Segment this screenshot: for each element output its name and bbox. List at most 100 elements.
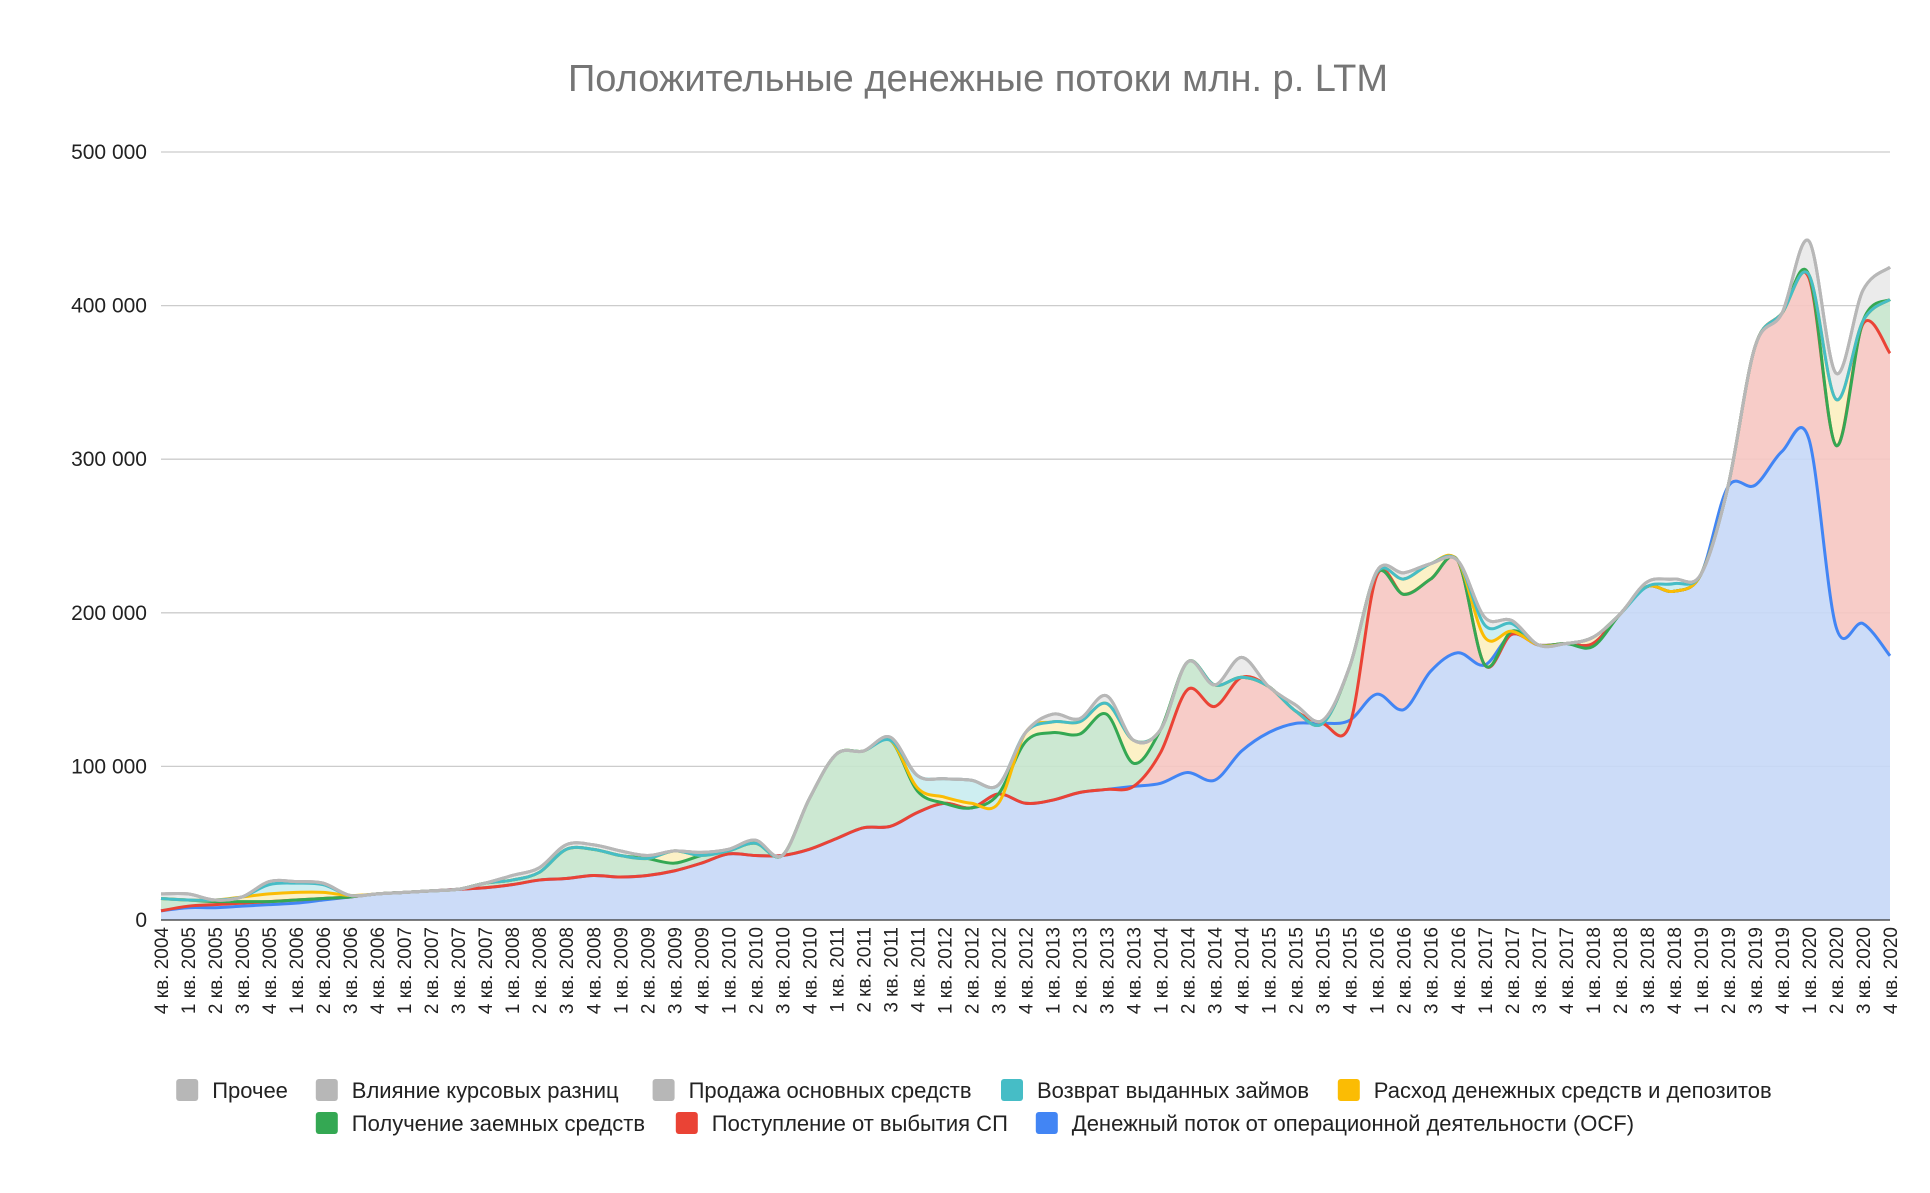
x-tick-label-24: 4 кв. 2010 (800, 927, 821, 1014)
x-tick-label-0: 4 кв. 2004 (152, 927, 173, 1015)
x-tick-label-35: 3 кв. 2013 (1098, 927, 1119, 1014)
x-tick-label-51: 3 кв. 2017 (1530, 927, 1551, 1014)
x-tick-label-60: 4 кв. 2019 (1773, 927, 1794, 1014)
legend-swatch (1035, 1112, 1058, 1134)
x-tick-label-46: 2 кв. 2016 (1395, 927, 1416, 1014)
legend-label: Прочее (212, 1078, 288, 1103)
legend-item-получение-заемных-средств: Получение заемных средств (315, 1111, 645, 1136)
x-tick-label-27: 3 кв. 2011 (881, 927, 902, 1013)
y-tick-label-4: 400 000 (71, 295, 147, 318)
stacked-areas (161, 240, 1890, 920)
x-tick-label-56: 4 кв. 2018 (1665, 927, 1686, 1014)
legend-swatch (652, 1079, 675, 1101)
legend-label: Возврат выданных займов (1037, 1078, 1309, 1103)
legend-item-продажа-основных-средств: Продажа основных средств (652, 1078, 972, 1103)
x-tick-label-19: 3 кв. 2009 (665, 927, 686, 1014)
x-tick-label-36: 4 кв. 2013 (1125, 927, 1146, 1014)
legend-label: Продажа основных средств (689, 1078, 972, 1103)
legend-label: Влияние курсовых разниц (352, 1078, 619, 1103)
x-tick-label-23: 3 кв. 2010 (773, 927, 794, 1014)
legend-label: Поступление от выбытия СП (712, 1111, 1008, 1136)
x-tick-label-31: 3 кв. 2012 (989, 927, 1010, 1014)
x-tick-label-9: 1 кв. 2007 (395, 927, 416, 1014)
x-tick-label-2: 2 кв. 2005 (206, 927, 227, 1014)
x-tick-label-49: 1 кв. 2017 (1476, 927, 1497, 1014)
x-tick-label-55: 3 кв. 2018 (1638, 927, 1659, 1014)
legend-swatch (315, 1112, 338, 1134)
y-tick-label-0: 0 (135, 909, 147, 932)
legend-item-поступление-от-выбытия-сп: Поступление от выбытия СП (675, 1111, 1008, 1136)
x-tick-label-6: 2 кв. 2006 (314, 927, 335, 1014)
x-tick-label-10: 2 кв. 2007 (422, 927, 443, 1014)
x-tick-label-22: 2 кв. 2010 (746, 927, 767, 1014)
y-tick-label-2: 200 000 (71, 602, 147, 625)
legend-swatch (1337, 1079, 1360, 1101)
legend-label: Получение заемных средств (352, 1111, 645, 1136)
x-tick-label-50: 2 кв. 2017 (1503, 927, 1524, 1014)
line-прочее (160, 238, 1891, 902)
x-tick-label-20: 4 кв. 2009 (692, 927, 713, 1014)
legend-swatch (675, 1112, 698, 1134)
x-tick-label-26: 2 кв. 2011 (854, 927, 875, 1013)
legend-label: Денежный поток от операционной деятельно… (1072, 1111, 1634, 1136)
x-tick-label-59: 3 кв. 2019 (1746, 927, 1767, 1014)
y-tick-label-3: 300 000 (71, 448, 147, 471)
x-tick-label-64: 4 кв. 2020 (1881, 927, 1902, 1014)
x-tick-label-43: 3 кв. 2015 (1314, 927, 1335, 1014)
x-tick-label-45: 1 кв. 2016 (1368, 927, 1389, 1014)
x-tick-label-57: 1 кв. 2019 (1692, 927, 1713, 1014)
legend-item-возврат-выданных-займов: Возврат выданных займов (1001, 1078, 1309, 1103)
legend-item-влияние-курсовых-разниц: Влияние курсовых разниц (315, 1078, 619, 1103)
y-tick-label-1: 100 000 (71, 755, 147, 778)
x-tick-label-4: 4 кв. 2005 (260, 927, 281, 1014)
x-tick-label-1: 1 кв. 2005 (179, 927, 200, 1014)
x-tick-label-53: 1 кв. 2018 (1584, 927, 1605, 1014)
legend-label: Расход денежных средств и депозитов (1374, 1078, 1772, 1103)
x-tick-label-48: 4 кв. 2016 (1449, 927, 1470, 1014)
area-денежный-поток-от-операционной-деятельности-ocf (161, 427, 1890, 920)
x-tick-label-7: 3 кв. 2006 (341, 927, 362, 1014)
area-получение-заемных-средств (161, 269, 1890, 911)
legend-item-расход-денежных-средств-и-депозитов: Расход денежных средств и депозитов (1337, 1078, 1772, 1103)
x-tick-label-11: 3 кв. 2007 (449, 927, 470, 1014)
x-tick-label-21: 1 кв. 2010 (719, 927, 740, 1014)
x-tick-label-12: 4 кв. 2007 (476, 927, 497, 1014)
x-tick-label-40: 4 кв. 2014 (1233, 927, 1254, 1015)
legend: Прочее Влияние курсовых разниц Продажа осн… (176, 1078, 1772, 1136)
legend-swatch (315, 1079, 338, 1101)
x-tick-label-28: 4 кв. 2011 (908, 927, 929, 1013)
x-tick-label-52: 4 кв. 2017 (1557, 927, 1578, 1014)
chart-title: Положительные денежные потоки млн. р. LT… (568, 58, 1388, 100)
x-tick-label-44: 4 кв. 2015 (1341, 927, 1362, 1014)
x-tick-label-18: 2 кв. 2009 (638, 927, 659, 1014)
x-tick-label-42: 2 кв. 2015 (1287, 927, 1308, 1014)
legend-swatch (1001, 1079, 1023, 1101)
x-tick-label-63: 3 кв. 2020 (1854, 927, 1875, 1014)
legend-item-денежный-поток-от-операционной-деятельности-ocf: Денежный поток от операционной деятельно… (1035, 1111, 1634, 1136)
x-tick-label-34: 2 кв. 2013 (1071, 927, 1092, 1014)
x-tick-label-16: 4 кв. 2008 (584, 927, 605, 1014)
x-tick-label-58: 2 кв. 2019 (1719, 927, 1740, 1014)
x-tick-label-15: 3 кв. 2008 (557, 927, 578, 1014)
x-tick-label-3: 3 кв. 2005 (233, 927, 254, 1014)
x-tick-label-33: 1 кв. 2013 (1044, 927, 1065, 1014)
x-tick-label-37: 1 кв. 2014 (1152, 927, 1173, 1015)
x-tick-label-61: 1 кв. 2020 (1800, 927, 1821, 1014)
x-tick-label-47: 3 кв. 2016 (1422, 927, 1443, 1014)
x-tick-label-32: 4 кв. 2012 (1017, 927, 1038, 1014)
legend-swatch (176, 1079, 199, 1101)
x-tick-label-30: 2 кв. 2012 (962, 927, 983, 1014)
x-tick-label-14: 2 кв. 2008 (530, 927, 551, 1014)
x-tick-label-62: 2 кв. 2020 (1827, 927, 1848, 1014)
series-lines (160, 238, 1892, 913)
x-tick-label-41: 1 кв. 2015 (1260, 927, 1281, 1014)
x-tick-label-54: 2 кв. 2018 (1611, 927, 1632, 1014)
y-tick-label-5: 500 000 (71, 141, 147, 164)
x-tick-label-25: 1 кв. 2011 (827, 927, 848, 1013)
x-tick-label-29: 1 кв. 2012 (935, 927, 956, 1014)
x-axis-tick-labels: 4 кв. 2004 1 кв. 2005 2 кв. 2005 3 кв. 2005… (152, 927, 1902, 1015)
x-tick-label-38: 2 кв. 2014 (1179, 927, 1200, 1015)
x-tick-label-17: 1 кв. 2009 (611, 927, 632, 1014)
